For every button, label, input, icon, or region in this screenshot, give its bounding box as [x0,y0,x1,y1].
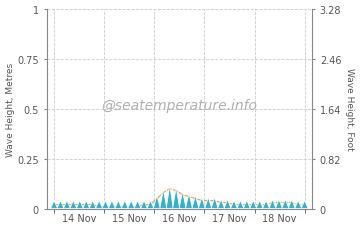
Polygon shape [51,201,58,209]
Polygon shape [179,192,186,209]
Polygon shape [166,186,173,209]
Polygon shape [192,196,199,209]
Polygon shape [217,200,225,209]
Polygon shape [269,200,276,209]
Polygon shape [288,200,295,209]
Polygon shape [70,201,77,209]
Polygon shape [147,201,154,209]
Polygon shape [134,201,141,209]
Polygon shape [295,201,302,209]
Polygon shape [140,201,148,209]
Polygon shape [95,201,103,209]
Polygon shape [224,200,231,209]
Polygon shape [275,200,283,209]
Polygon shape [205,198,212,209]
Polygon shape [173,188,180,209]
Polygon shape [115,201,122,209]
Polygon shape [121,201,128,209]
Polygon shape [153,196,161,209]
Polygon shape [198,198,205,209]
Polygon shape [211,198,218,209]
Polygon shape [83,201,90,209]
Polygon shape [237,201,244,209]
Polygon shape [160,190,167,209]
Polygon shape [102,201,109,209]
Y-axis label: Wave Height, Metres: Wave Height, Metres [5,62,14,156]
Polygon shape [243,201,250,209]
Text: @seatemperature.info: @seatemperature.info [102,98,257,112]
Polygon shape [301,201,308,209]
Polygon shape [128,201,135,209]
Polygon shape [76,201,83,209]
Y-axis label: Wave Height, Foot: Wave Height, Foot [346,68,355,150]
Polygon shape [262,201,270,209]
Polygon shape [63,201,71,209]
Polygon shape [250,201,257,209]
Polygon shape [89,201,96,209]
Polygon shape [256,201,263,209]
Polygon shape [57,201,64,209]
Polygon shape [108,201,116,209]
Polygon shape [230,201,238,209]
Polygon shape [282,200,289,209]
Polygon shape [185,194,193,209]
